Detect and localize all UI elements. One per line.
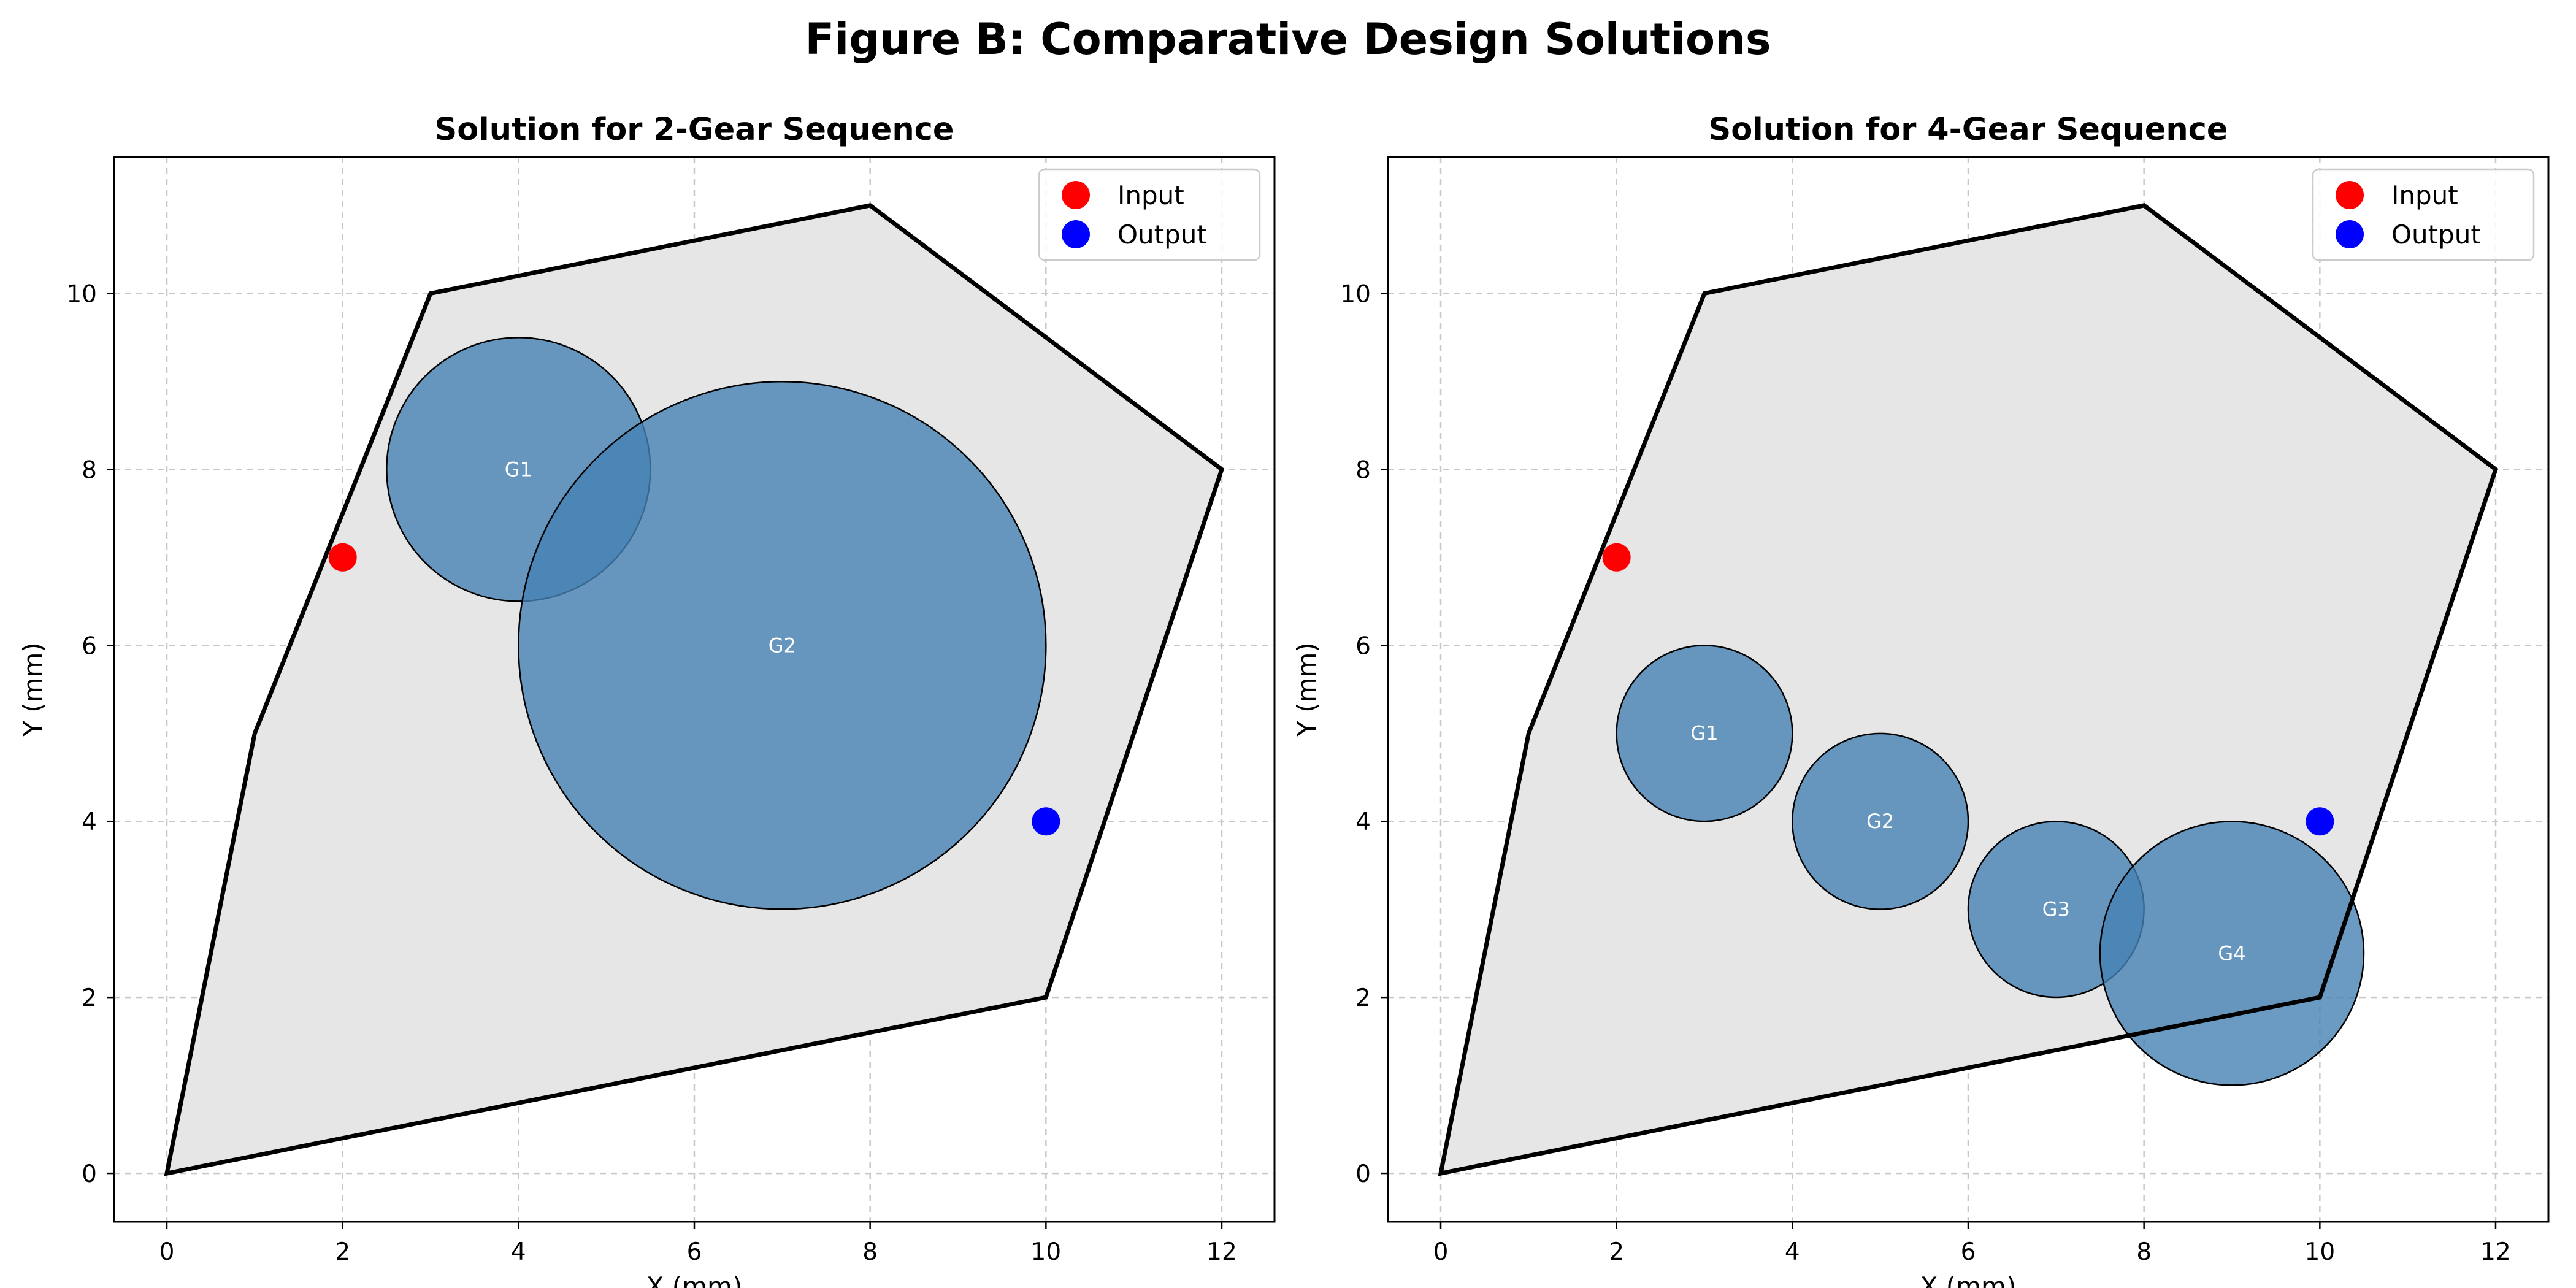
legend-label: Output (1117, 220, 1207, 250)
legend-marker-output (1062, 220, 1090, 248)
legend-marker-output (2336, 220, 2364, 248)
output-point (2306, 807, 2334, 836)
chart-title: Solution for 2-Gear Sequence (435, 112, 954, 148)
x-tick-label: 12 (2480, 1238, 2511, 1266)
input-point (328, 543, 357, 572)
legend-marker-input (1062, 181, 1090, 209)
x-tick-label: 0 (159, 1238, 175, 1266)
design-region-outline (164, 203, 1225, 1176)
output-point (1032, 807, 1060, 836)
y-tick-label: 6 (1355, 632, 1371, 660)
x-tick-label: 4 (511, 1238, 526, 1266)
chart-title: Solution for 4-Gear Sequence (1709, 112, 2228, 148)
chart-panel-2: G1 G2 G3 G4 0 2 4 6 8 10 12 0 2 4 6 8 10 X (mm) Y (mm) Solu… (1292, 112, 2550, 1288)
y-axis-label: Y (mm) (1292, 642, 1322, 737)
y-tick-label: 2 (1355, 984, 1371, 1012)
x-tick-label: 10 (1031, 1238, 1062, 1266)
x-tick-label: 4 (1785, 1238, 1800, 1266)
plot-area: G1 G2 G3 G4 (1438, 203, 2499, 1176)
gear-label: G2 (1866, 810, 1894, 833)
legend-box (1038, 168, 1261, 261)
chart-panel-1: G1 G2 0 2 4 6 8 10 12 0 2 4 6 8 10 X (mm) Y (mm) Solution… (18, 112, 1276, 1288)
legend-label: Output (2391, 220, 2481, 250)
x-tick-label: 6 (687, 1238, 702, 1266)
y-tick-label: 10 (66, 280, 97, 308)
x-tick-label: 8 (2136, 1238, 2152, 1266)
y-tick-label: 0 (1355, 1160, 1371, 1188)
input-point (1602, 543, 1631, 572)
panels: G1 G2 0 2 4 6 8 10 12 0 2 4 6 8 10 X (mm) Y (mm) Solution… (18, 112, 2550, 1288)
gear-circle (1792, 732, 1969, 910)
x-axis-label: X (mm) (646, 1271, 743, 1288)
x-axis-label: X (mm) (1920, 1271, 2017, 1288)
x-tick-label: 6 (1961, 1238, 1976, 1266)
figure-title: Figure B: Comparative Design Solutions (805, 14, 1771, 64)
y-tick-label: 8 (82, 456, 97, 484)
x-tick-label: 10 (2305, 1238, 2336, 1266)
gear-label: G2 (769, 634, 796, 657)
x-tick-label: 2 (1609, 1238, 1624, 1266)
legend-label: Input (2391, 180, 2458, 210)
design-region-outline (1438, 203, 2499, 1176)
y-tick-label: 10 (1340, 280, 1371, 308)
y-tick-label: 4 (82, 808, 97, 836)
x-tick-label: 2 (335, 1238, 350, 1266)
x-tick-label: 8 (862, 1238, 878, 1266)
x-tick-label: 12 (1206, 1238, 1237, 1266)
legend-label: Input (1117, 180, 1184, 210)
y-axis-label: Y (mm) (18, 642, 48, 737)
legend-marker-input (2336, 181, 2364, 209)
y-tick-label: 6 (82, 632, 97, 660)
gear-label: G1 (1690, 722, 1718, 745)
gear-label: G4 (2218, 941, 2245, 965)
gear-circle (1616, 645, 1793, 822)
y-tick-label: 0 (82, 1160, 97, 1188)
gear-circle (518, 381, 1047, 910)
gear-label: G1 (505, 458, 532, 481)
gear-label: G3 (2042, 898, 2070, 921)
legend-box (2312, 168, 2535, 261)
y-tick-label: 2 (82, 984, 97, 1012)
plot-area: G1 G2 (164, 203, 1225, 1176)
x-tick-label: 0 (1433, 1238, 1449, 1266)
y-tick-label: 8 (1355, 456, 1371, 484)
gear-circle (2099, 821, 2365, 1086)
y-tick-label: 4 (1355, 808, 1371, 836)
